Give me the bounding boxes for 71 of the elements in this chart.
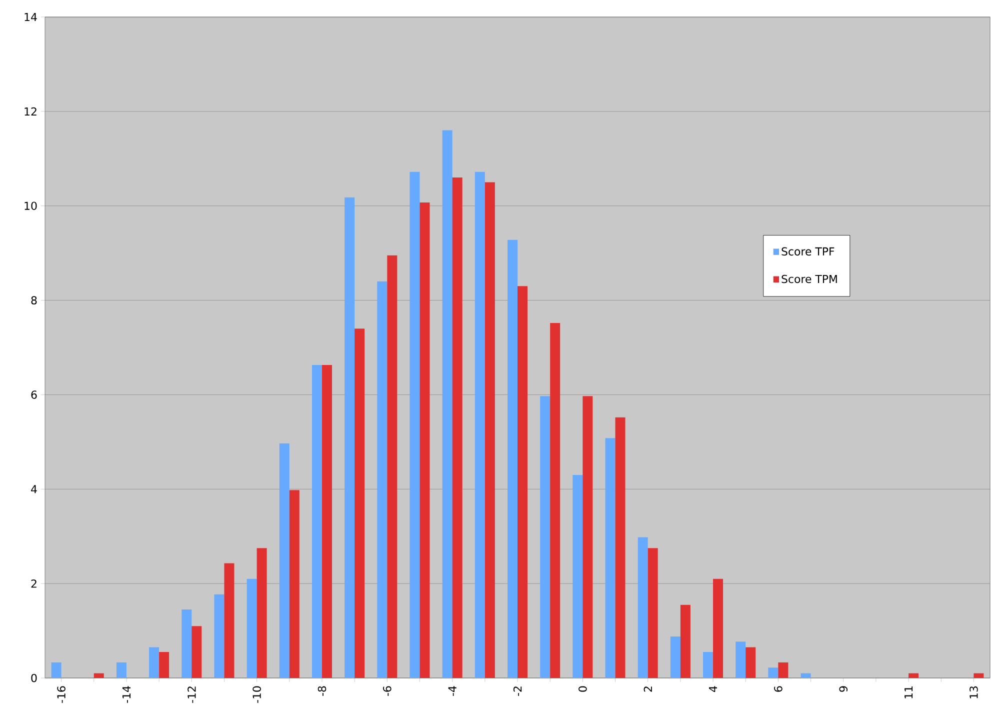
x-tick-label: -12 — [188, 686, 196, 703]
bar — [736, 642, 746, 678]
bar — [256, 548, 267, 678]
legend-label: Score TPM — [782, 274, 837, 284]
bar — [246, 578, 257, 678]
bar — [550, 322, 560, 678]
bar — [713, 578, 724, 678]
bar — [648, 548, 658, 678]
bar — [703, 652, 714, 678]
bar — [615, 417, 626, 678]
x-tick-label: -4 — [448, 686, 456, 696]
bar — [410, 172, 420, 678]
bar — [582, 396, 593, 678]
bar — [214, 594, 224, 678]
bar — [354, 328, 365, 678]
x-tick-label: -10 — [252, 686, 261, 703]
bar — [94, 673, 104, 678]
y-tick-label: 14 — [24, 13, 37, 21]
bar — [420, 202, 430, 678]
bar — [452, 178, 462, 678]
bar — [289, 490, 300, 678]
bar — [312, 364, 322, 678]
y-tick-label: 12 — [24, 107, 36, 116]
y-tick-label: 0 — [31, 674, 37, 682]
bar — [768, 668, 778, 678]
bar — [974, 673, 984, 678]
x-tick-label: 11 — [904, 686, 913, 698]
bar — [322, 364, 332, 678]
bar — [518, 286, 528, 678]
bar — [149, 647, 160, 678]
y-tick-label: 8 — [31, 296, 37, 304]
bar — [159, 652, 170, 678]
bar — [182, 610, 192, 678]
x-tick-label: 9 — [839, 686, 848, 692]
y-tick-label: 4 — [31, 485, 37, 494]
bar — [778, 662, 788, 678]
bar — [116, 662, 126, 678]
bar — [279, 443, 290, 678]
x-tick-label: 4 — [709, 686, 718, 692]
x-tick-label: 13 — [970, 686, 978, 698]
bar — [800, 673, 811, 678]
x-tick-label: -14 — [122, 686, 130, 703]
bar — [508, 240, 518, 678]
bar — [484, 182, 495, 678]
bar — [670, 636, 680, 678]
x-tick-label: 6 — [774, 686, 782, 692]
bar — [746, 647, 756, 678]
bar — [442, 130, 452, 678]
y-tick-label: 2 — [31, 580, 36, 588]
x-tick-label: -6 — [383, 686, 392, 696]
bar — [638, 537, 648, 678]
bar — [344, 197, 355, 678]
x-tick-label: -16 — [57, 686, 66, 703]
x-tick-label: -2 — [513, 686, 522, 696]
bar — [908, 673, 919, 678]
bar — [572, 474, 583, 678]
legend-label: Score TPF — [782, 247, 834, 256]
bar — [680, 604, 690, 678]
bar — [192, 626, 202, 678]
x-tick-label: 0 — [578, 686, 587, 692]
x-tick-label: 2 — [644, 686, 652, 692]
y-tick-label: 10 — [24, 202, 37, 210]
bar — [51, 662, 62, 678]
bar — [474, 172, 485, 678]
x-tick-label: -8 — [318, 686, 326, 696]
bar — [540, 396, 550, 678]
bar — [605, 438, 616, 678]
bar — [387, 255, 398, 678]
y-tick-label: 6 — [31, 390, 37, 399]
bar — [377, 281, 388, 678]
bar — [224, 563, 234, 678]
